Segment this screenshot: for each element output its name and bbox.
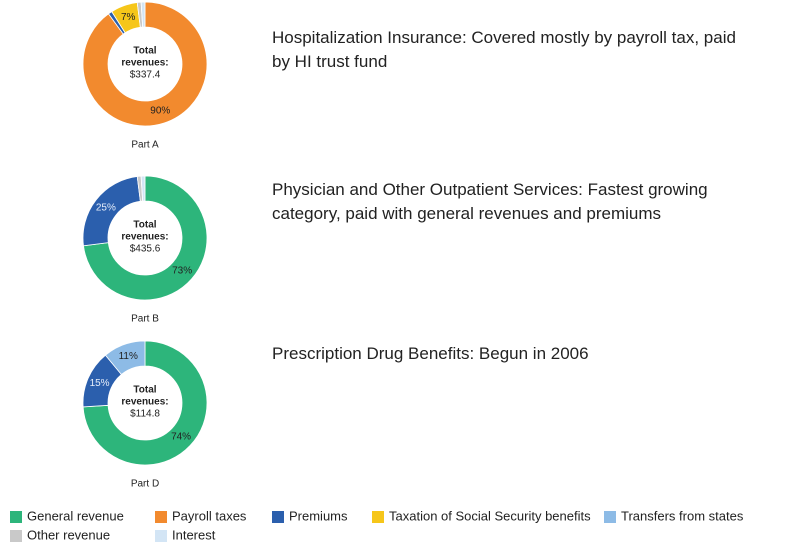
chart-title: Part D — [131, 479, 159, 490]
center-label: revenues: — [121, 232, 168, 243]
legend-label: Transfers from states — [621, 508, 744, 523]
legend-swatch — [10, 511, 22, 523]
legend-swatch — [10, 530, 22, 542]
center-label: revenues: — [121, 58, 168, 69]
legend-label: Taxation of Social Security benefits — [389, 508, 591, 523]
legend-swatch — [604, 511, 616, 523]
description: Hospitalization Insurance: Covered mostl… — [272, 28, 736, 71]
legend-swatch — [272, 511, 284, 523]
donut-segment — [82, 340, 208, 466]
data-label: 11% — [119, 351, 138, 362]
legend-label: General revenue — [27, 508, 124, 523]
center-label: $114.8 — [130, 409, 160, 420]
legend-label: Premiums — [289, 508, 348, 523]
description: Prescription Drug Benefits: Begun in 200… — [272, 344, 589, 363]
center-label: Total — [133, 46, 156, 57]
legend-swatch — [155, 511, 167, 523]
center-label: Total — [133, 220, 156, 231]
legend-label: Other revenue — [27, 527, 110, 542]
center-label: $435.6 — [130, 244, 161, 255]
legend-swatch — [155, 530, 167, 542]
legend-label: Interest — [172, 527, 216, 542]
data-label: 15% — [90, 378, 110, 389]
chart-title: Part B — [131, 314, 159, 325]
center-label: Total — [133, 385, 156, 396]
center-label: revenues: — [121, 397, 168, 408]
description: Physician and Other Outpatient Services:… — [272, 180, 708, 223]
data-label: 25% — [96, 202, 116, 213]
data-label: 90% — [150, 106, 170, 117]
data-label: 74% — [171, 432, 191, 443]
center-label: $337.4 — [130, 70, 161, 81]
data-label: 7% — [121, 12, 136, 23]
donut-segment — [140, 175, 146, 202]
donut-segment — [82, 1, 208, 127]
data-label: 73% — [172, 265, 192, 276]
chart-title: Part A — [131, 140, 159, 151]
legend-label: Payroll taxes — [172, 508, 247, 523]
legend-swatch — [372, 511, 384, 523]
donut-segment — [140, 1, 146, 28]
donut-segment — [83, 175, 208, 301]
donut-segment — [104, 340, 146, 376]
